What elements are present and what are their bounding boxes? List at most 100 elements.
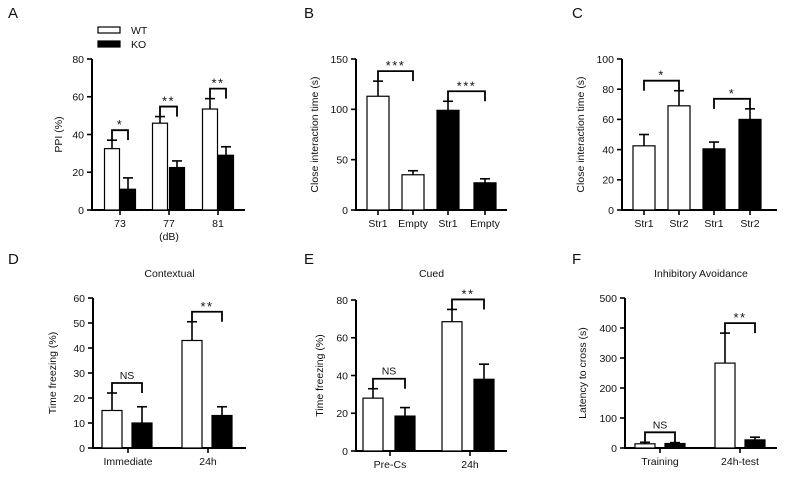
bar-ko xyxy=(473,378,495,452)
bar-wt xyxy=(362,397,384,452)
significance-label: ** xyxy=(461,286,474,301)
significance-label: * xyxy=(729,86,736,101)
x-tick-label: Str2 xyxy=(740,218,759,230)
x-axis-title: (dB) xyxy=(159,231,179,243)
bar-wt xyxy=(366,95,390,211)
y-tick-label: 0 xyxy=(611,443,617,455)
panel-letter: C xyxy=(572,5,583,22)
panel-e: E Cued 0 20 40 60 80 Time freezing (%) Pre-Cs 24h… xyxy=(304,251,507,471)
significance-label: NS xyxy=(653,419,668,431)
bar-ko xyxy=(131,422,153,449)
significance-bracket xyxy=(377,70,414,82)
panel-f: F Inhibitory Avoidance 0 100 200 300 400 500 Lat… xyxy=(572,251,777,468)
y-tick-label: 200 xyxy=(599,383,617,395)
y-tick-label: 30 xyxy=(73,368,85,380)
panel-title: Inhibitory Avoidance xyxy=(654,268,748,280)
y-tick-label: 100 xyxy=(330,104,348,116)
panel-letter: F xyxy=(572,251,581,268)
bar-ko xyxy=(211,414,233,449)
significance-label: NS xyxy=(120,370,135,382)
legend: WT KO xyxy=(97,25,148,51)
y-tick-label: 500 xyxy=(599,293,617,305)
bar-wt xyxy=(634,443,656,449)
y-tick-label: 0 xyxy=(342,446,348,458)
significance-bracket xyxy=(191,310,223,322)
significance-label: * xyxy=(658,68,665,83)
y-tick-label: 0 xyxy=(78,205,84,217)
significance-bracket xyxy=(713,97,751,109)
significance-label: ** xyxy=(733,310,746,325)
bar-ko xyxy=(168,166,186,211)
x-tick-label: Immediate xyxy=(103,456,152,468)
significance-bracket xyxy=(159,105,178,117)
bar-ko xyxy=(394,415,416,452)
y-tick-label: 0 xyxy=(79,443,85,455)
panel-c: C 0 20 40 60 80 100 Close interaction time (s) S… xyxy=(572,5,777,230)
x-tick-label: 24h xyxy=(461,459,479,471)
y-tick-label: 10 xyxy=(73,418,85,430)
significance-label: *** xyxy=(457,78,477,93)
y-tick-label: 50 xyxy=(336,154,348,166)
legend-swatch-wt xyxy=(97,26,121,34)
y-tick-label: 40 xyxy=(336,370,348,382)
bar-wt xyxy=(667,105,691,211)
significance-label: NS xyxy=(382,366,397,378)
bar-wt xyxy=(632,145,656,211)
significance-bracket xyxy=(643,79,680,91)
x-tick-label: Empty xyxy=(398,218,429,230)
panel-title: Contextual xyxy=(144,268,194,280)
significance-bracket xyxy=(724,322,756,334)
y-tick-label: 40 xyxy=(602,144,614,156)
y-axis-title: Time freezing (%) xyxy=(314,334,326,416)
bar-ko xyxy=(702,148,726,211)
bar-ko xyxy=(473,182,497,211)
bar-wt xyxy=(401,174,425,211)
legend-label-wt: WT xyxy=(131,25,148,37)
panel-letter: B xyxy=(304,5,314,22)
x-tick-label: Str1 xyxy=(634,218,653,230)
y-axis-title: PPI (%) xyxy=(53,116,65,152)
panel-title: Cued xyxy=(419,268,444,280)
significance-bracket xyxy=(111,382,143,393)
y-tick-label: 50 xyxy=(73,318,85,330)
bar-ko xyxy=(744,439,766,449)
y-tick-label: 20 xyxy=(336,408,348,420)
significance-label: * xyxy=(117,117,124,132)
y-tick-label: 400 xyxy=(599,323,617,335)
y-tick-label: 80 xyxy=(602,84,614,96)
x-tick-label: Str1 xyxy=(438,218,457,230)
x-tick-label: 24h-test xyxy=(721,456,759,468)
y-axis-title: Latency to cross (s) xyxy=(577,327,589,419)
bar-wt xyxy=(101,409,123,449)
legend-swatch-ko xyxy=(97,40,121,48)
x-tick-label: Pre-Cs xyxy=(374,459,407,471)
bar-ko xyxy=(436,109,460,211)
x-tick-label: Empty xyxy=(470,218,501,230)
y-axis-title: Time freezing (%) xyxy=(47,332,59,414)
significance-bracket xyxy=(372,377,406,389)
x-tick-label: 24h xyxy=(199,456,217,468)
bar-wt xyxy=(151,122,169,211)
bar-ko xyxy=(664,442,686,449)
bar-ko xyxy=(738,118,762,211)
y-tick-label: 0 xyxy=(342,205,348,217)
x-tick-label: Str1 xyxy=(368,218,387,230)
significance-bracket xyxy=(644,431,676,443)
y-tick-label: 20 xyxy=(73,393,85,405)
bar-ko xyxy=(119,188,137,211)
significance-bracket xyxy=(447,90,486,102)
x-tick-label: 73 xyxy=(114,218,126,230)
significance-label: ** xyxy=(162,94,175,109)
significance-label: ** xyxy=(211,76,224,91)
significance-label: *** xyxy=(386,58,406,73)
y-tick-label: 60 xyxy=(72,92,84,104)
y-tick-label: 80 xyxy=(72,54,84,66)
significance-bracket xyxy=(209,87,227,99)
significance-label: ** xyxy=(200,299,213,314)
y-axis-title: Close interaction time (s) xyxy=(309,76,321,192)
x-tick-label: 77 xyxy=(163,218,175,230)
y-tick-label: 20 xyxy=(602,175,614,187)
y-tick-label: 150 xyxy=(330,54,348,66)
y-tick-label: 40 xyxy=(73,343,85,355)
